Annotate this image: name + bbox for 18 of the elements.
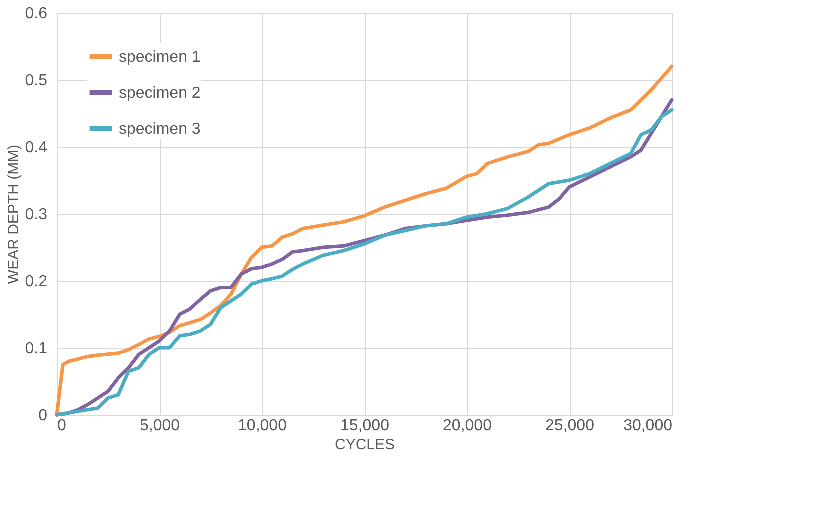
x-tick-label: 30,000 <box>624 418 673 434</box>
x-axis-title: CYCLES <box>334 436 396 454</box>
y-tick-label: 0.6 <box>25 6 48 22</box>
x-tick-label: 5,000 <box>140 418 180 434</box>
y-tick-label: 0.1 <box>25 340 48 358</box>
legend-label: specimen 3 <box>119 121 201 138</box>
x-tick-label: 20,000 <box>443 418 492 434</box>
y-tick-label: 0.2 <box>25 274 48 290</box>
y-axis-title: WEAR DEPTH (MM) <box>5 144 22 284</box>
y-tick-label: 0.4 <box>25 140 48 156</box>
y-tick-label: 0.5 <box>25 72 48 90</box>
y-tick-label: 0.3 <box>25 206 48 224</box>
legend-label: specimen 2 <box>119 85 201 102</box>
x-tick-label: 0 <box>58 418 66 434</box>
x-tick-label: 25,000 <box>546 418 595 434</box>
legend-label: specimen 1 <box>119 49 201 66</box>
x-tick-label: 15,000 <box>340 418 390 434</box>
x-tick-label: 10,000 <box>238 418 288 434</box>
